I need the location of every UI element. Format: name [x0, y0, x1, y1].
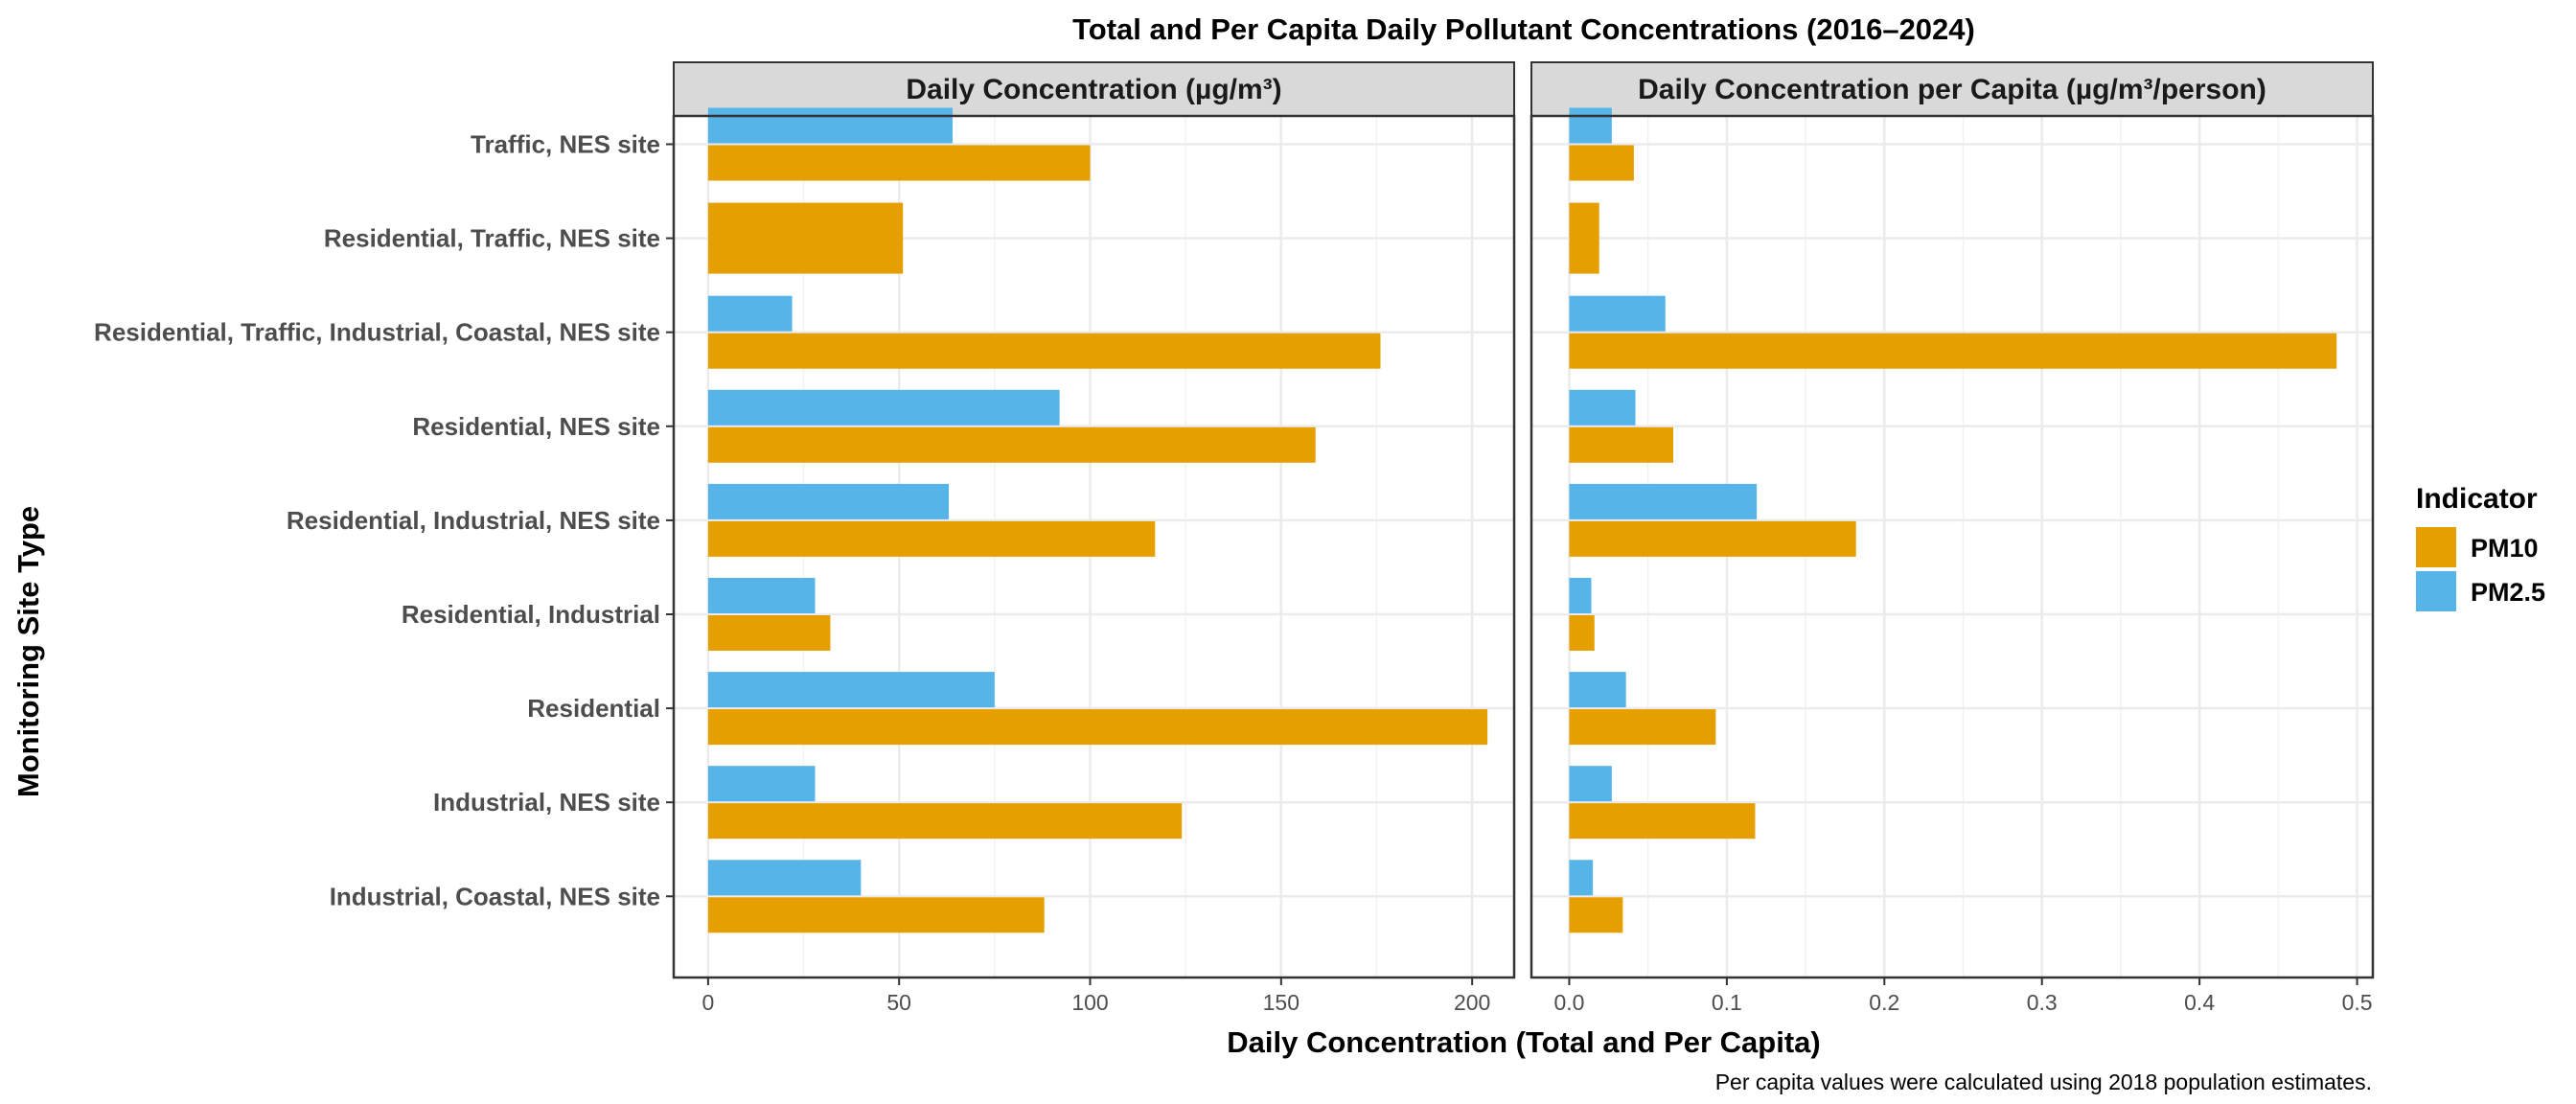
bar-pm10: [1569, 202, 1599, 274]
x-tick-label: 200: [1454, 990, 1490, 1015]
bar-pm10: [707, 803, 1183, 840]
category-labels: Traffic, NES site Residential, Traffic, N…: [94, 130, 674, 910]
category-label: Residential: [527, 694, 660, 723]
legend-key-pm10: [2416, 527, 2456, 567]
category-label: Traffic, NES site: [471, 130, 660, 159]
bar-pm10: [707, 615, 831, 651]
legend-label: PM10: [2471, 534, 2539, 563]
category-label: Residential, Industrial, NES site: [287, 506, 660, 535]
x-tick-label: 0.0: [1553, 990, 1584, 1015]
x-tick-label: 100: [1071, 990, 1108, 1015]
facet-panel-1: Daily Concentration (µg/m³) 0 50 100 150 200: [672, 61, 1516, 1015]
bar-pm10: [1569, 520, 1856, 557]
bar-pm10: [707, 202, 904, 274]
legend-title: Indicator: [2416, 483, 2538, 515]
bar-pm2-5: [1569, 578, 1592, 613]
facet-strip-label-2: Daily Concentration per Capita (µg/m³/pe…: [1638, 74, 2266, 105]
legend-key-pm2-5: [2416, 571, 2456, 611]
bar-pm10: [1569, 426, 1673, 463]
x-tick-label: 0.5: [2342, 990, 2373, 1015]
bar-pm2-5: [707, 107, 954, 144]
x-tick-label: 0.3: [2027, 990, 2058, 1015]
bar-pm10: [1569, 333, 2337, 369]
panel-border: [672, 114, 1516, 979]
bar-pm2-5: [707, 672, 995, 708]
facet-panels: Daily Concentration (µg/m³)0 50 100 150 200D…: [672, 61, 2375, 1015]
bar-pm2-5: [707, 389, 1060, 426]
bar-pm10: [1569, 709, 1716, 746]
x-tick-label: 0: [702, 990, 714, 1015]
bar-pm10: [1569, 803, 1756, 840]
bar-pm10: [707, 426, 1316, 463]
category-label: Residential, Industrial: [402, 600, 660, 629]
bar-pm2-5: [1569, 107, 1612, 144]
facet-strip-2: [1530, 61, 2374, 117]
bar-pm10: [1569, 615, 1595, 651]
bar-pm10: [707, 709, 1488, 746]
chart-caption: Per capita values were calculated using …: [1715, 1070, 2372, 1094]
facet-strip-1: [673, 61, 1515, 117]
panel-border: [1530, 114, 2375, 979]
bar-pm10: [707, 520, 1156, 557]
bar-pm10: [707, 145, 1091, 181]
bar-pm10: [1569, 145, 1634, 181]
x-tick-label: 0.2: [1869, 990, 1899, 1015]
x-tick-label: 0.4: [2184, 990, 2215, 1015]
bar-pm2-5: [1569, 295, 1666, 332]
bar-pm2-5: [707, 578, 816, 613]
x-tick-label: 50: [886, 990, 911, 1015]
bar-pm10: [707, 897, 1045, 933]
bar-pm2-5: [1569, 672, 1626, 708]
bar-pm2-5: [1569, 483, 1758, 519]
category-label: Residential, Traffic, NES site: [324, 224, 660, 253]
category-label: Residential, Traffic, Industrial, Coasta…: [94, 318, 660, 347]
bar-pm2-5: [1569, 389, 1636, 426]
bar-pm2-5: [707, 295, 793, 332]
category-label: Industrial, Coastal, NES site: [330, 882, 660, 910]
bar-pm2-5: [707, 766, 816, 802]
legend: Indicator PM10 PM2.5: [2416, 483, 2545, 611]
chart-title: Total and Per Capita Daily Pollutant Con…: [1072, 12, 1975, 46]
category-label: Industrial, NES site: [433, 788, 660, 816]
bar-pm2-5: [707, 860, 862, 896]
x-tick-label: 0.1: [1712, 990, 1742, 1015]
bar-pm2-5: [1569, 860, 1594, 896]
bar-pm10: [707, 333, 1381, 369]
legend-label: PM2.5: [2471, 578, 2545, 607]
category-label: Residential, NES site: [412, 412, 660, 441]
facet-panel-2: Daily Concentration per Capita (µg/m³/pe…: [1530, 61, 2375, 1015]
x-axis-label: Daily Concentration (Total and Per Capit…: [1227, 1025, 1821, 1059]
x-tick-label: 150: [1263, 990, 1300, 1015]
bar-pm2-5: [707, 483, 950, 519]
facet-strip-label-1: Daily Concentration (µg/m³): [906, 74, 1281, 105]
bar-pm10: [1569, 897, 1623, 933]
y-axis-label: Monitoring Site Type: [12, 506, 45, 797]
bar-pm2-5: [1569, 766, 1612, 802]
